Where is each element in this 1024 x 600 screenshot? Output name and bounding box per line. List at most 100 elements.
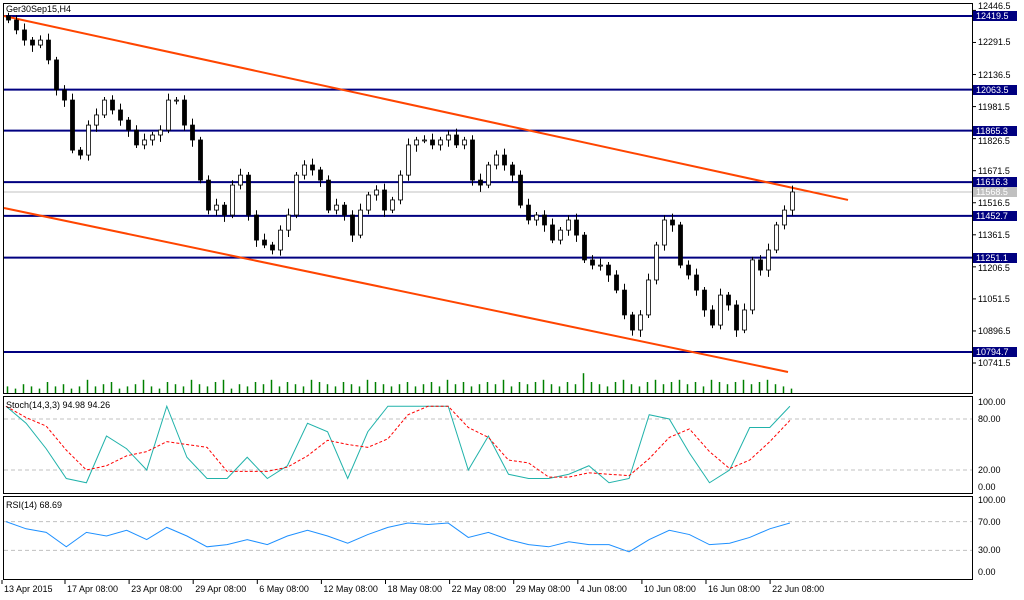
candle-body bbox=[302, 164, 307, 176]
candle-body bbox=[462, 139, 467, 146]
candle-body bbox=[782, 209, 787, 226]
level-tag: 11251.1 bbox=[973, 252, 1017, 263]
candle-body bbox=[94, 114, 99, 126]
candle-body bbox=[70, 99, 75, 151]
level-tag: 11452.7 bbox=[973, 210, 1017, 221]
candle-body bbox=[734, 304, 739, 331]
candle-body bbox=[190, 124, 195, 141]
candle-body bbox=[238, 174, 243, 186]
time-label: 29 May 08:00 bbox=[515, 584, 571, 594]
rsi-tick-label: 70.00 bbox=[978, 516, 1001, 527]
candle-body bbox=[14, 19, 19, 31]
candle-body bbox=[470, 139, 475, 181]
candle-body bbox=[342, 204, 347, 216]
candle-body bbox=[558, 229, 563, 241]
candle-body bbox=[790, 191, 795, 211]
stoch-tick-label: 0.00 bbox=[978, 482, 996, 492]
candle-body bbox=[446, 134, 451, 141]
candle-body bbox=[414, 139, 419, 146]
candle-body bbox=[614, 274, 619, 291]
candle-body bbox=[598, 264, 603, 267]
candle-body bbox=[694, 274, 699, 291]
candle-body bbox=[710, 309, 715, 326]
candle-body bbox=[606, 264, 611, 276]
price-tick-label: 10741.5 bbox=[978, 358, 1011, 368]
candle-body bbox=[406, 144, 411, 176]
time-label: 22 Jun 08:00 bbox=[772, 584, 825, 594]
price-tick-label: 11671.5 bbox=[978, 165, 1010, 176]
candle-body bbox=[582, 234, 587, 261]
candle-body bbox=[502, 154, 507, 166]
candle-body bbox=[78, 149, 83, 156]
candle-body bbox=[214, 204, 219, 211]
chart-title: Ger30Sep15,H4 bbox=[6, 4, 72, 14]
time-label: 12 May 08:00 bbox=[323, 584, 378, 594]
stoch-tick-label: 80.00 bbox=[978, 414, 1001, 424]
rsi-line bbox=[5, 521, 791, 553]
candle-body bbox=[262, 239, 267, 246]
candle-body bbox=[22, 29, 27, 41]
time-label: 23 Apr 08:00 bbox=[131, 584, 183, 594]
level-tag: 11865.3 bbox=[973, 125, 1017, 136]
candle-body bbox=[438, 139, 443, 146]
candle-body bbox=[102, 99, 107, 116]
candle-body bbox=[374, 189, 379, 196]
time-label: 17 Apr 08:00 bbox=[67, 584, 119, 594]
time-label: 10 Jun 08:00 bbox=[643, 584, 696, 594]
time-label: 13 Apr 2015 bbox=[4, 584, 53, 594]
candle-body bbox=[318, 169, 323, 181]
candle-body bbox=[390, 199, 395, 211]
rsi-tick-label: 30.00 bbox=[978, 545, 1001, 556]
candle-body bbox=[494, 154, 499, 166]
candle-body bbox=[286, 214, 291, 231]
candle-body bbox=[174, 99, 179, 102]
time-label: 18 May 08:00 bbox=[387, 584, 443, 594]
candle-body bbox=[550, 224, 555, 241]
candle-body bbox=[86, 124, 91, 156]
time-label: 29 Apr 08:00 bbox=[195, 584, 247, 594]
candle-body bbox=[646, 279, 651, 316]
candle-body bbox=[622, 289, 627, 316]
price-tick-label: 10896.5 bbox=[978, 325, 1011, 336]
candle-body bbox=[702, 289, 707, 311]
main-panel bbox=[3, 3, 973, 394]
candle-body bbox=[454, 134, 459, 146]
candle-body bbox=[638, 314, 643, 331]
candle-body bbox=[62, 89, 67, 101]
candle-body bbox=[726, 294, 731, 306]
candle-body bbox=[310, 164, 315, 171]
candle-body bbox=[222, 204, 227, 216]
candle-body bbox=[430, 139, 435, 146]
candle-body bbox=[382, 189, 387, 211]
candle-body bbox=[758, 259, 763, 271]
stoch-tick-label: 20.00 bbox=[978, 465, 1001, 475]
time-label: 6 May 08:00 bbox=[259, 584, 309, 594]
candle-body bbox=[542, 214, 547, 226]
rsi-tick-label: 100.00 bbox=[978, 495, 1006, 505]
price-tick-label: 11361.5 bbox=[978, 229, 1010, 240]
candle-body bbox=[350, 214, 355, 236]
candle-body bbox=[590, 259, 595, 266]
candle-body bbox=[254, 214, 259, 241]
candle-body bbox=[534, 214, 539, 221]
stoch-main-line bbox=[5, 404, 791, 484]
rsi-tick-label: 0.00 bbox=[978, 567, 996, 577]
candle-body bbox=[774, 224, 779, 251]
time-label: 16 Jun 08:00 bbox=[708, 584, 761, 594]
candle-body bbox=[126, 119, 131, 131]
stoch-title: Stoch(14,3,3) 94.98 94.26 bbox=[6, 400, 111, 410]
price-tick-label: 12446.5 bbox=[978, 0, 1011, 11]
stoch-panel bbox=[3, 396, 973, 494]
price-tick-label: 11981.5 bbox=[978, 101, 1010, 112]
candle-body bbox=[526, 204, 531, 221]
candle-body bbox=[230, 184, 235, 216]
candle-body bbox=[654, 244, 659, 281]
candle-body bbox=[566, 219, 571, 231]
candle-body bbox=[206, 179, 211, 211]
candle-body bbox=[670, 219, 675, 226]
candle-body bbox=[742, 309, 747, 331]
candle-body bbox=[134, 129, 139, 146]
candle-body bbox=[478, 179, 483, 186]
candle-body bbox=[486, 164, 491, 186]
price-tick-label: 12291.5 bbox=[978, 37, 1011, 48]
